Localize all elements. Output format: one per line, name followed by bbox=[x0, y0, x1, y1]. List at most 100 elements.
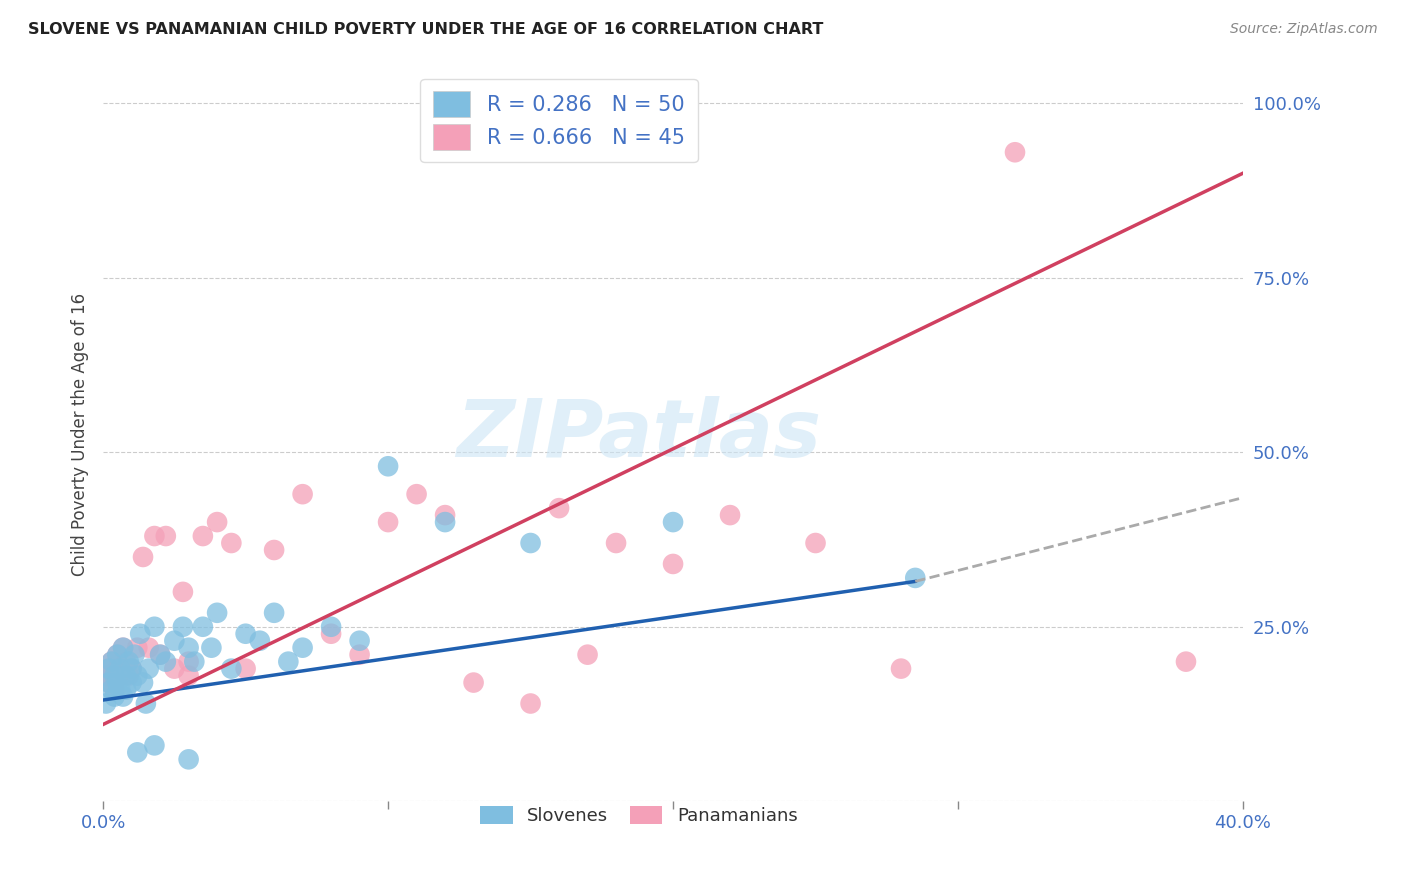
Point bbox=[105, 648, 128, 662]
Point bbox=[124, 648, 146, 662]
Point bbox=[576, 648, 599, 662]
Point bbox=[349, 648, 371, 662]
Point bbox=[97, 662, 120, 676]
Point bbox=[172, 585, 194, 599]
Point bbox=[94, 697, 117, 711]
Point bbox=[277, 655, 299, 669]
Point bbox=[172, 620, 194, 634]
Point bbox=[718, 508, 741, 522]
Point bbox=[291, 640, 314, 655]
Text: Source: ZipAtlas.com: Source: ZipAtlas.com bbox=[1230, 22, 1378, 37]
Point bbox=[127, 745, 149, 759]
Point bbox=[105, 675, 128, 690]
Point bbox=[112, 690, 135, 704]
Point bbox=[155, 655, 177, 669]
Legend: Slovenes, Panamanians: Slovenes, Panamanians bbox=[472, 798, 804, 832]
Point bbox=[121, 662, 143, 676]
Point bbox=[149, 648, 172, 662]
Point bbox=[434, 515, 457, 529]
Point bbox=[155, 529, 177, 543]
Point bbox=[183, 655, 205, 669]
Point bbox=[105, 648, 128, 662]
Point bbox=[135, 697, 157, 711]
Point bbox=[163, 633, 186, 648]
Point bbox=[662, 557, 685, 571]
Point bbox=[235, 662, 257, 676]
Point bbox=[804, 536, 827, 550]
Point bbox=[94, 668, 117, 682]
Point bbox=[100, 655, 122, 669]
Point bbox=[205, 606, 228, 620]
Point bbox=[115, 668, 138, 682]
Point bbox=[463, 675, 485, 690]
Point bbox=[143, 529, 166, 543]
Point bbox=[1004, 145, 1026, 160]
Point bbox=[129, 626, 152, 640]
Point bbox=[110, 662, 132, 676]
Point bbox=[127, 640, 149, 655]
Point bbox=[112, 640, 135, 655]
Point bbox=[143, 620, 166, 634]
Point bbox=[115, 655, 138, 669]
Point bbox=[605, 536, 627, 550]
Point bbox=[177, 655, 200, 669]
Point bbox=[138, 640, 160, 655]
Point bbox=[118, 655, 141, 669]
Point bbox=[434, 508, 457, 522]
Point bbox=[221, 536, 243, 550]
Point bbox=[97, 675, 120, 690]
Point bbox=[191, 620, 214, 634]
Text: ZIPatlas: ZIPatlas bbox=[457, 396, 821, 474]
Text: SLOVENE VS PANAMANIAN CHILD POVERTY UNDER THE AGE OF 16 CORRELATION CHART: SLOVENE VS PANAMANIAN CHILD POVERTY UNDE… bbox=[28, 22, 824, 37]
Point bbox=[263, 606, 285, 620]
Point bbox=[132, 549, 155, 564]
Point bbox=[100, 682, 122, 697]
Point bbox=[319, 626, 342, 640]
Point bbox=[249, 633, 271, 648]
Point bbox=[377, 515, 399, 529]
Point bbox=[110, 668, 132, 682]
Point bbox=[149, 648, 172, 662]
Point bbox=[548, 501, 571, 516]
Point bbox=[103, 668, 125, 682]
Point bbox=[105, 662, 128, 676]
Point bbox=[97, 675, 120, 690]
Point bbox=[235, 626, 257, 640]
Point bbox=[221, 662, 243, 676]
Point bbox=[191, 529, 214, 543]
Point bbox=[519, 697, 541, 711]
Point bbox=[138, 662, 160, 676]
Point bbox=[177, 640, 200, 655]
Point bbox=[103, 690, 125, 704]
Point bbox=[121, 662, 143, 676]
Point bbox=[121, 675, 143, 690]
Point bbox=[163, 662, 186, 676]
Point bbox=[103, 682, 125, 697]
Point bbox=[349, 633, 371, 648]
Point bbox=[662, 515, 685, 529]
Point bbox=[177, 752, 200, 766]
Point bbox=[1175, 655, 1198, 669]
Point bbox=[200, 640, 222, 655]
Point bbox=[100, 668, 122, 682]
Point bbox=[132, 675, 155, 690]
Point bbox=[110, 682, 132, 697]
Point bbox=[319, 620, 342, 634]
Point bbox=[100, 655, 122, 669]
Point bbox=[143, 739, 166, 753]
Y-axis label: Child Poverty Under the Age of 16: Child Poverty Under the Age of 16 bbox=[72, 293, 89, 576]
Point bbox=[904, 571, 927, 585]
Point bbox=[519, 536, 541, 550]
Point bbox=[118, 668, 141, 682]
Point bbox=[112, 640, 135, 655]
Point bbox=[291, 487, 314, 501]
Point bbox=[127, 668, 149, 682]
Point bbox=[115, 682, 138, 697]
Point bbox=[205, 515, 228, 529]
Point bbox=[890, 662, 912, 676]
Point bbox=[377, 459, 399, 474]
Point bbox=[97, 662, 120, 676]
Point bbox=[405, 487, 427, 501]
Point bbox=[177, 668, 200, 682]
Point bbox=[263, 543, 285, 558]
